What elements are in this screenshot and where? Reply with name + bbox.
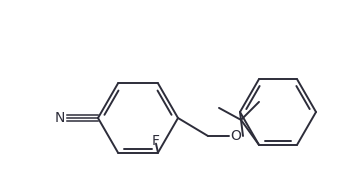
Text: N: N: [55, 111, 65, 125]
Text: O: O: [231, 129, 241, 143]
Text: F: F: [152, 134, 160, 148]
